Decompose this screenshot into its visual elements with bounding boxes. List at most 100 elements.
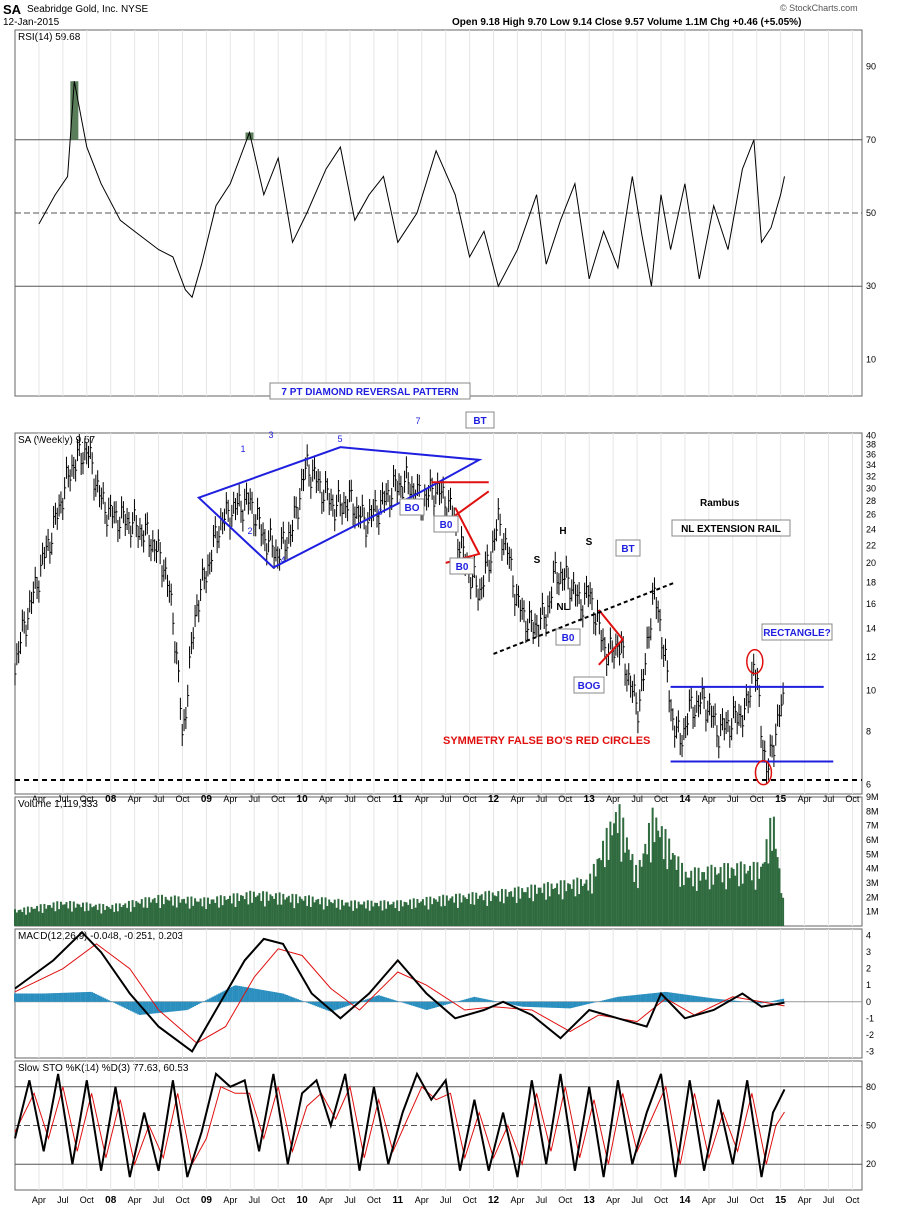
volume-bar bbox=[111, 904, 114, 926]
macd-histogram-bar bbox=[638, 994, 641, 1002]
macd-histogram-bar bbox=[26, 993, 29, 1002]
company-name: Seabridge Gold, Inc. NYSE bbox=[27, 4, 149, 15]
macd-histogram-bar bbox=[706, 997, 709, 1002]
volume-bar bbox=[320, 897, 323, 926]
volume-bar bbox=[774, 848, 777, 926]
x-tick-label: Oct bbox=[463, 1195, 478, 1205]
volume-bar bbox=[80, 907, 83, 926]
macd-histogram-bar bbox=[688, 995, 691, 1002]
macd-histogram-bar bbox=[186, 1001, 189, 1010]
y-tick-label: 36 bbox=[866, 450, 876, 460]
volume-bar bbox=[440, 906, 443, 926]
volume-bar bbox=[756, 862, 759, 926]
macd-histogram-bar bbox=[308, 1001, 311, 1004]
volume-bar bbox=[260, 900, 263, 926]
volume-bar bbox=[104, 909, 107, 926]
volume-bar bbox=[719, 867, 722, 926]
volume-bar bbox=[462, 895, 465, 926]
volume-bar bbox=[74, 907, 77, 926]
macd-histogram-bar bbox=[556, 1001, 559, 1008]
volume-bar bbox=[21, 912, 24, 926]
false-bo-circle bbox=[754, 759, 773, 786]
macd-histogram-bar bbox=[778, 999, 781, 1002]
volume-bar bbox=[572, 879, 575, 926]
y-tick-label: 3 bbox=[866, 947, 871, 957]
macd-histogram-bar bbox=[54, 993, 57, 1002]
macd-histogram-bar bbox=[523, 1001, 526, 1007]
macd-histogram-bar bbox=[285, 995, 288, 1002]
volume-bar bbox=[258, 893, 261, 926]
volume-bar bbox=[183, 898, 186, 926]
macd-histogram-bar bbox=[539, 1001, 542, 1008]
x-tick-label: Oct bbox=[80, 794, 95, 804]
macd-histogram-bar bbox=[289, 996, 292, 1002]
volume-bar bbox=[252, 891, 255, 926]
macd-histogram-bar bbox=[631, 995, 634, 1002]
x-tick-label: Oct bbox=[845, 794, 860, 804]
macd-histogram-bar bbox=[447, 1001, 450, 1004]
volume-bar bbox=[445, 895, 448, 926]
volume-bar bbox=[67, 908, 70, 926]
volume-bar bbox=[126, 907, 129, 926]
macd-histogram-bar bbox=[195, 1001, 198, 1006]
volume-bar bbox=[537, 887, 540, 926]
red-flag-3 bbox=[598, 609, 625, 666]
volume-bar bbox=[267, 900, 270, 926]
macd-histogram-bar bbox=[528, 1001, 531, 1007]
volume-bar bbox=[298, 896, 301, 926]
volume-bar bbox=[52, 902, 55, 926]
macd-histogram-bar bbox=[153, 1001, 156, 1014]
volume-bar bbox=[763, 862, 766, 926]
macd-histogram-bar bbox=[366, 998, 369, 1002]
volume-bar bbox=[201, 906, 204, 926]
volume-bar bbox=[232, 893, 235, 926]
macd-histogram-bar bbox=[137, 1001, 140, 1015]
x-tick-label: 13 bbox=[584, 794, 596, 805]
macd-histogram-bar bbox=[421, 1001, 424, 1009]
macd-histogram-bar bbox=[572, 1001, 575, 1008]
volume-bar bbox=[613, 823, 616, 926]
volume-bar bbox=[510, 891, 513, 926]
macd-histogram-bar bbox=[471, 997, 474, 1002]
volume-bar bbox=[771, 850, 774, 926]
volume-bar bbox=[122, 904, 125, 926]
x-tick-label: Jul bbox=[440, 794, 452, 804]
macd-histogram-bar bbox=[287, 995, 290, 1002]
panel-title-macd: MACD(12,26,9) -0.048, -0.251, 0.203 bbox=[18, 931, 184, 942]
macd-histogram-bar bbox=[776, 999, 779, 1002]
macd-histogram-bar bbox=[714, 998, 717, 1002]
macd-histogram-bar bbox=[453, 1001, 456, 1003]
macd-histogram-bar bbox=[649, 993, 652, 1002]
macd-histogram-bar bbox=[642, 994, 645, 1002]
volume-bar bbox=[587, 890, 590, 926]
volume-bar bbox=[535, 893, 538, 926]
volume-bar bbox=[534, 884, 537, 926]
x-tick-label: Apr bbox=[32, 1195, 46, 1205]
macd-histogram-bar bbox=[21, 993, 24, 1002]
volume-bar bbox=[405, 902, 408, 926]
macd-histogram-bar bbox=[732, 1000, 735, 1002]
y-tick-label: -2 bbox=[866, 1030, 874, 1040]
macd-histogram-bar bbox=[118, 1001, 121, 1006]
volume-bar bbox=[458, 893, 461, 926]
volume-bar bbox=[304, 896, 307, 926]
macd-histogram-bar bbox=[350, 1001, 353, 1005]
volume-bar bbox=[59, 901, 62, 926]
macd-histogram-bar bbox=[199, 1001, 202, 1004]
y-tick-label: 40 bbox=[866, 430, 876, 440]
volume-bar bbox=[153, 897, 156, 926]
volume-bar bbox=[618, 804, 621, 926]
x-tick-label: Oct bbox=[367, 1195, 382, 1205]
macd-histogram-bar bbox=[232, 985, 235, 1002]
volume-bar bbox=[394, 908, 397, 926]
volume-bar bbox=[668, 838, 671, 926]
volume-bar bbox=[530, 884, 533, 926]
volume-bar bbox=[265, 891, 268, 926]
macd-histogram-bar bbox=[427, 1001, 430, 1010]
volume-bar bbox=[98, 903, 101, 926]
volume-bar bbox=[493, 895, 496, 926]
macd-histogram-bar bbox=[102, 997, 105, 1002]
macd-histogram-bar bbox=[434, 1001, 437, 1008]
callout-box bbox=[671, 519, 791, 537]
volume-bar bbox=[545, 899, 548, 926]
